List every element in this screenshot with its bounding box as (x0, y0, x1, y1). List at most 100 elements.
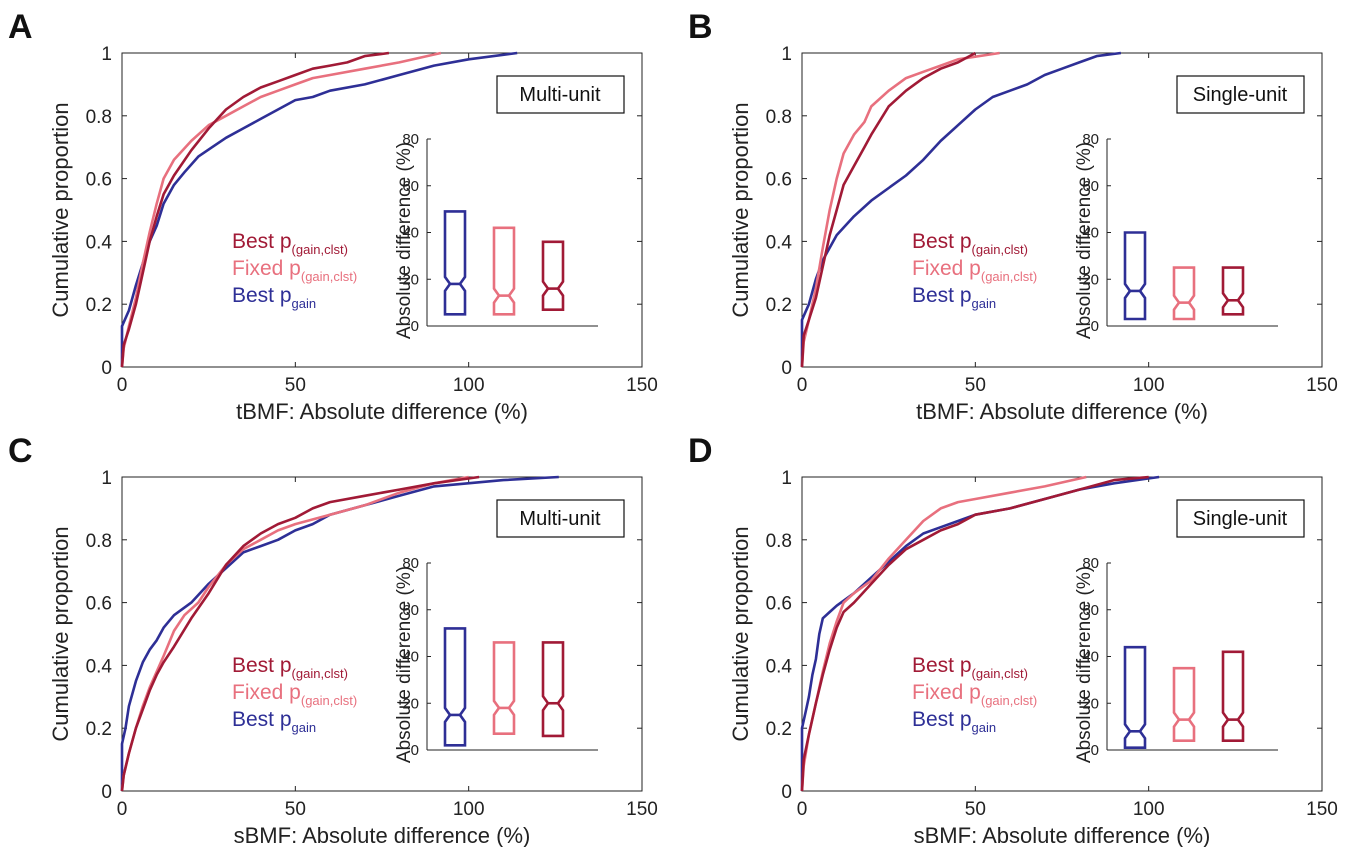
legend-subscript: (gain,clst) (981, 269, 1037, 284)
unit-label-box: Single-unit (1176, 75, 1305, 114)
legend-entry: Fixed p(gain,clst) (232, 257, 357, 284)
axes-frame (121, 476, 643, 792)
inset-y-axis-label: Absolute difference (%) (1074, 566, 1095, 763)
inset-y-axis-label: Absolute difference (%) (394, 142, 415, 339)
y-tick-label: 0 (101, 358, 112, 379)
y-axis-label: Cumulative proportion (728, 102, 753, 317)
x-axis-label: sBMF: Absolute difference (%) (914, 823, 1211, 847)
inset-y-tick-label: 40 (402, 225, 419, 242)
inset-y-tick-label: 60 (402, 602, 419, 619)
unit-label-frame (1176, 75, 1305, 114)
legend-entry: Fixed p(gain,clst) (912, 257, 1037, 284)
y-axis-label: Cumulative proportion (728, 526, 753, 741)
legend-label: Best p (232, 284, 292, 307)
x-tick-label: 0 (797, 375, 808, 396)
cdf-series-line-2 (800, 475, 1160, 791)
y-tick-label: 0.2 (766, 719, 792, 740)
x-tick-label: 50 (965, 799, 986, 820)
legend-entry: Best p(gain,clst) (912, 654, 1028, 681)
legend-subscript: (gain,clst) (301, 693, 357, 708)
legend-entry: Best pgain (232, 284, 316, 311)
x-axis-label: sBMF: Absolute difference (%) (234, 823, 531, 847)
y-tick-label: 0.6 (766, 594, 792, 615)
y-tick-label: 1 (101, 468, 112, 489)
cdf-series-line-1 (800, 475, 1087, 792)
panel-b: B 0 50 100 150 0 0.2 0.4 0.6 0.8 1 tBMF: Absolute d… (688, 8, 1338, 424)
inset-y-axis-label: Absolute difference (%) (1074, 142, 1095, 339)
legend-subscript: gain (292, 296, 317, 311)
legend-subscript: gain (292, 720, 317, 735)
inset-y-tick-label: 80 (402, 131, 419, 148)
inset-y-axis-label: Absolute difference (%) (394, 566, 415, 763)
legend-label: Best p (912, 230, 972, 253)
unit-label-box: Multi-unit (496, 499, 625, 538)
x-tick-label: 0 (117, 375, 128, 396)
x-tick-label: 150 (626, 799, 658, 820)
legend-label: Fixed p (912, 257, 981, 280)
inset-box (1123, 231, 1147, 321)
legend-label: Fixed p (232, 257, 301, 280)
inset-y-tick-label: 40 (402, 649, 419, 666)
x-tick-label: 100 (453, 799, 485, 820)
legend-entry: Best pgain (912, 708, 996, 735)
unit-label: Multi-unit (519, 84, 601, 106)
inset-box (1221, 650, 1245, 742)
legend-entry: Best pgain (232, 708, 316, 735)
legend-label: Best p (232, 230, 292, 253)
panel-a: A 0 50 100 150 0 0.2 0.4 0.6 0.8 1 tBMF: Absolute d… (8, 8, 658, 424)
x-tick-label: 50 (965, 375, 986, 396)
legend-subscript: (gain,clst) (292, 666, 348, 681)
unit-label-frame (1176, 499, 1305, 538)
unit-label: Multi-unit (519, 508, 601, 530)
inset-box (492, 641, 516, 735)
axes-frame (801, 52, 1323, 368)
inset-y-tick-label: 20 (1082, 271, 1099, 288)
cdf-series-line-0 (800, 51, 976, 368)
x-tick-label: 150 (1306, 799, 1338, 820)
y-tick-label: 0 (781, 782, 792, 803)
inset-y-tick-label: 20 (402, 271, 419, 288)
y-tick-label: 0.8 (86, 107, 112, 128)
cdf-series-line-2 (120, 51, 518, 367)
inset-box (541, 240, 565, 311)
inset-box (443, 210, 467, 316)
y-tick-label: 0 (781, 358, 792, 379)
legend-subscript: (gain,clst) (972, 242, 1028, 257)
x-tick-label: 150 (626, 375, 658, 396)
y-tick-label: 0.6 (86, 594, 112, 615)
cdf-series-line-1 (120, 51, 442, 368)
inset-box (443, 627, 467, 747)
legend-subscript: gain (972, 720, 997, 735)
cdf-series-line-0 (800, 475, 1149, 792)
y-tick-label: 1 (101, 44, 112, 65)
x-tick-label: 100 (453, 375, 485, 396)
legend-subscript: (gain,clst) (301, 269, 357, 284)
x-tick-label: 0 (797, 799, 808, 820)
panel-letter: C (8, 432, 33, 470)
y-tick-label: 0.6 (766, 170, 792, 191)
y-tick-label: 0.4 (86, 656, 113, 677)
legend-entry: Best p(gain,clst) (232, 654, 348, 681)
inset-y-tick-label: 0 (411, 742, 419, 759)
panel-letter: A (8, 8, 33, 46)
cdf-series-line-0 (120, 475, 480, 792)
panel-c: C 0 50 100 150 0 0.2 0.4 0.6 0.8 1 sBMF: Absolute d… (8, 432, 658, 847)
legend-subscript: (gain,clst) (981, 693, 1037, 708)
inset-box (1123, 645, 1147, 749)
inset-box (1172, 666, 1196, 742)
legend-entry: Best pgain (912, 284, 996, 311)
y-tick-label: 0.2 (86, 295, 112, 316)
inset-y-tick-label: 80 (402, 555, 419, 572)
inset-y-tick-label: 20 (402, 695, 419, 712)
unit-label: Single-unit (1193, 84, 1288, 106)
y-tick-label: 0.2 (766, 295, 792, 316)
legend-subscript: (gain,clst) (292, 242, 348, 257)
legend-label: Fixed p (232, 681, 301, 704)
x-tick-label: 100 (1133, 375, 1165, 396)
legend-label: Best p (232, 708, 292, 731)
cdf-series-line-2 (120, 475, 559, 791)
x-axis-label: tBMF: Absolute difference (%) (236, 399, 528, 424)
